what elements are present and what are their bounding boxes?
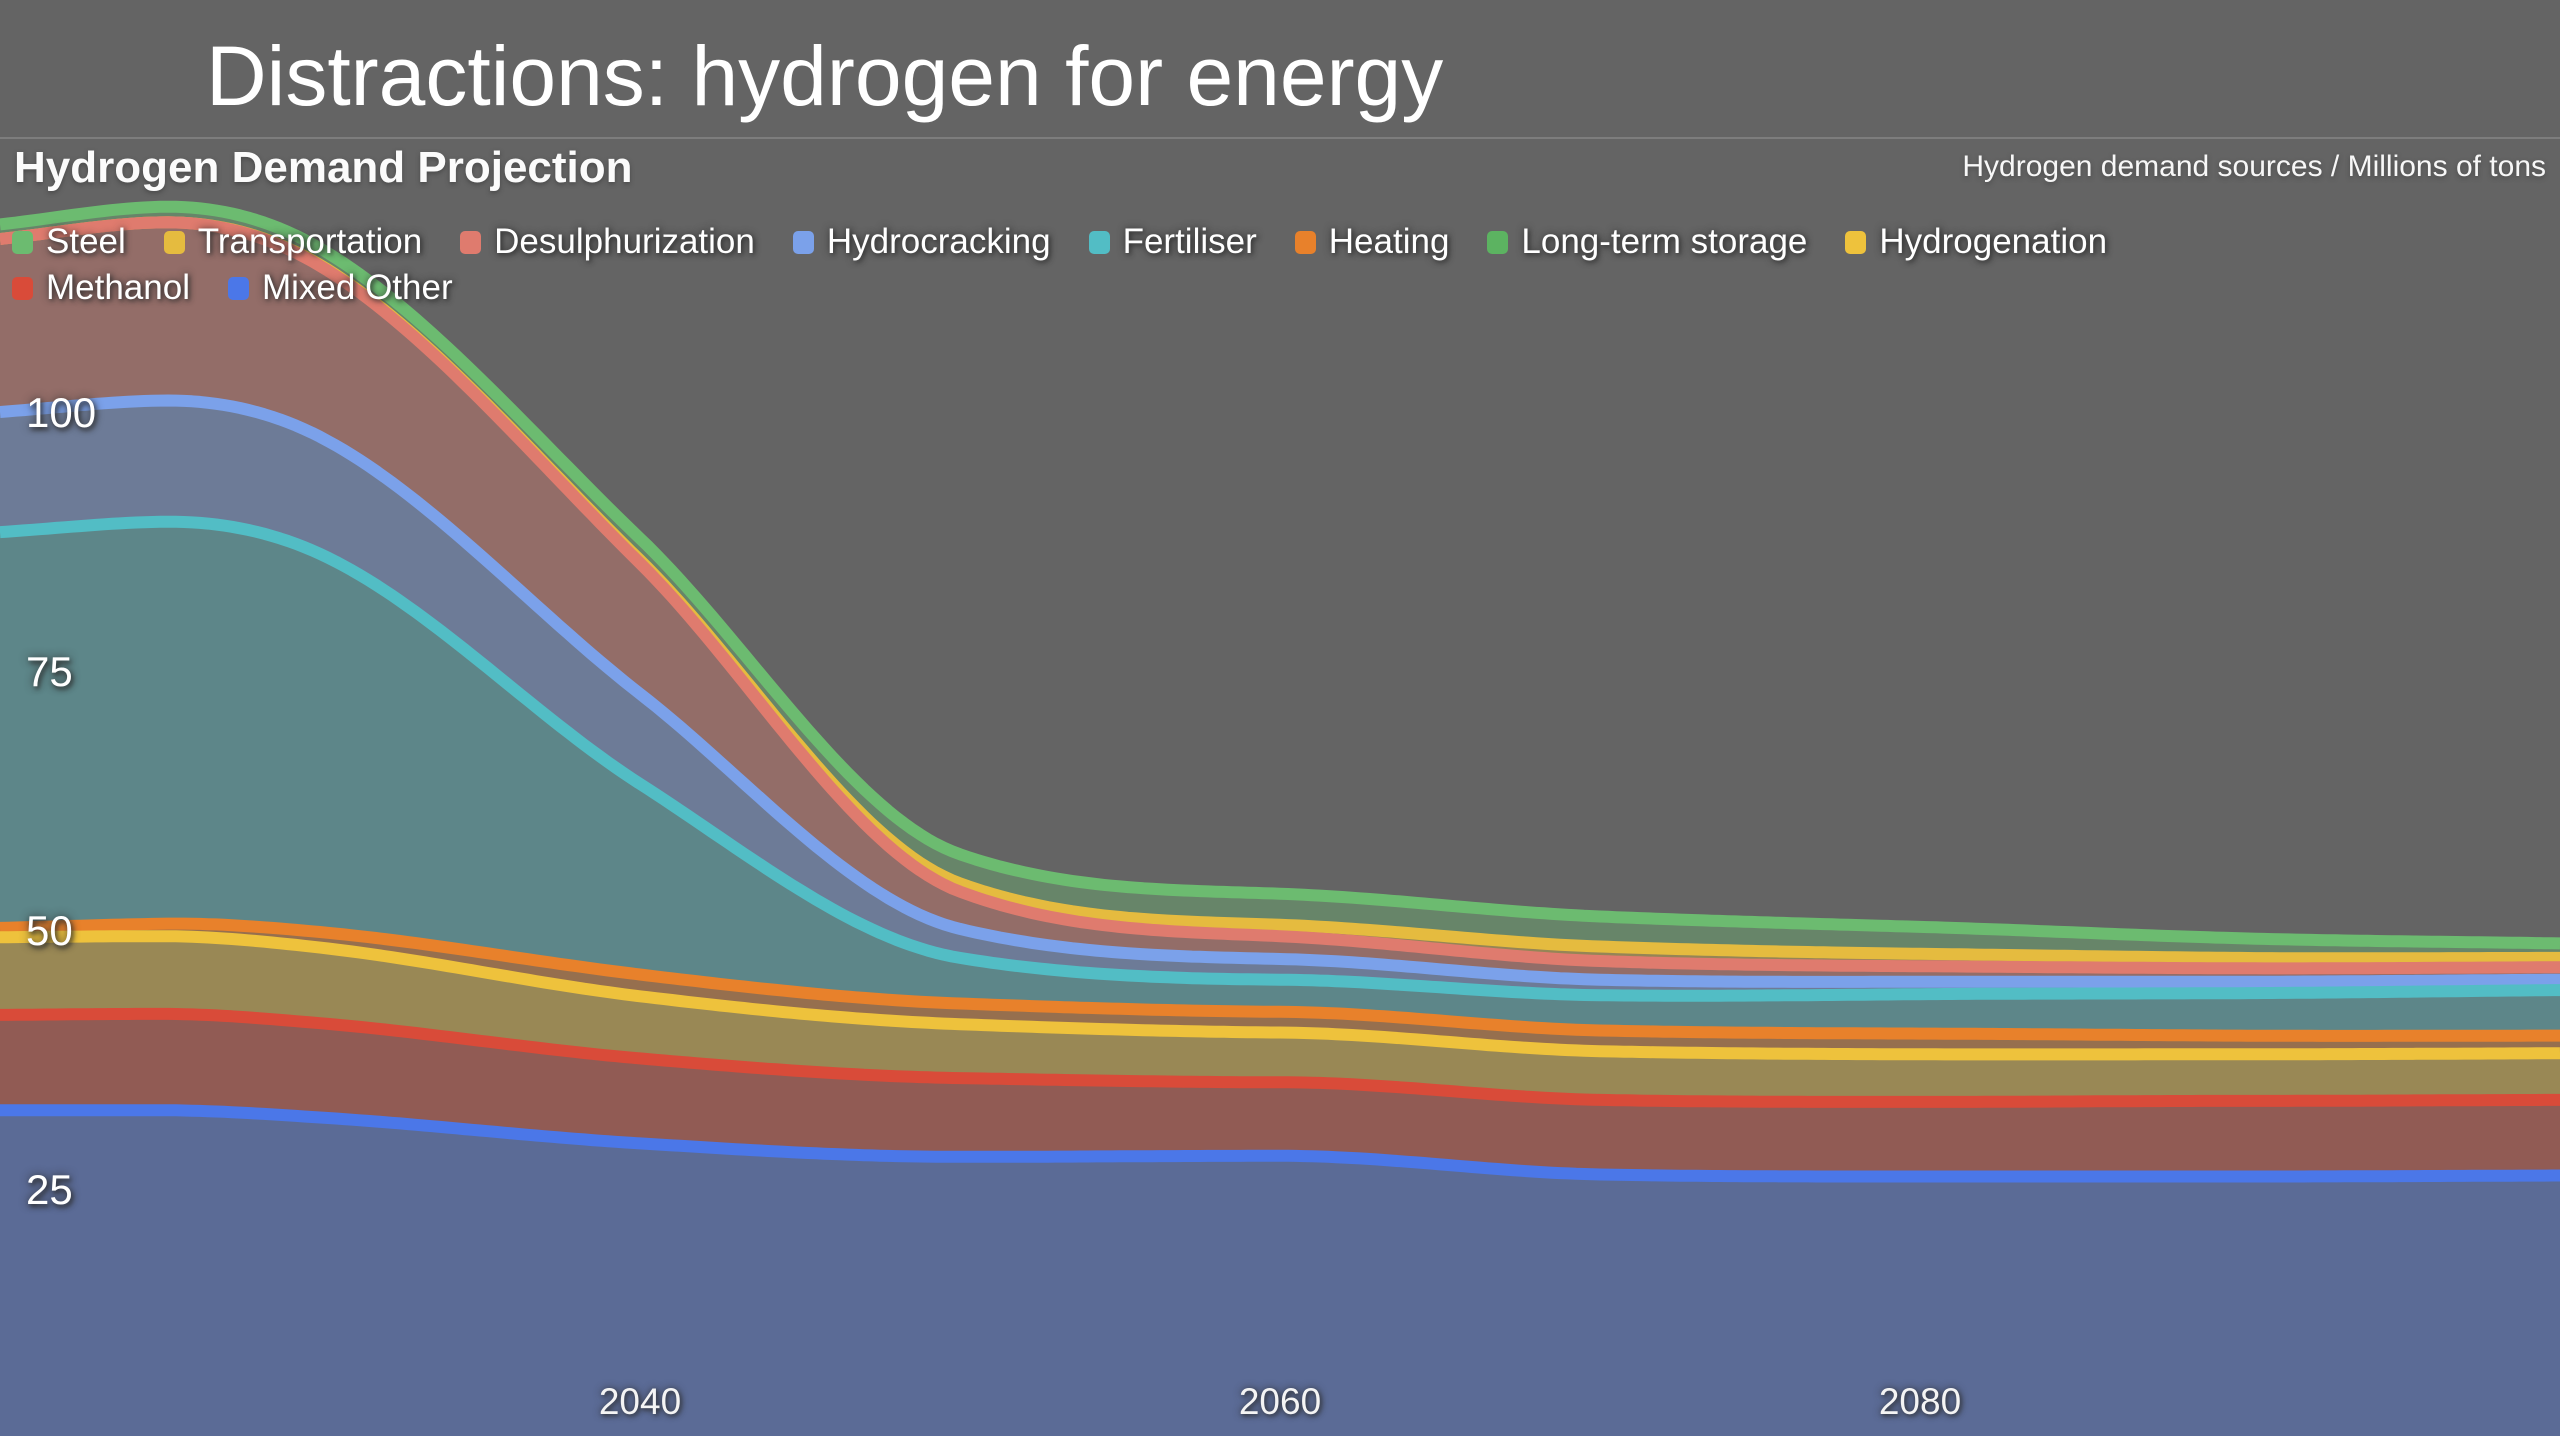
chart-title: Hydrogen Demand Projection [14,143,633,192]
legend-row-2: Methanol Mixed Other [12,268,2107,308]
legend-item-methanol[interactable]: Methanol [12,268,190,308]
legend-item-desulphurization[interactable]: Desulphurization [460,222,755,262]
area-desulphurization [0,222,2560,982]
area-methanol [0,1013,2560,1177]
legend-label-fertiliser: Fertiliser [1122,222,1257,261]
area-mixed_other [0,1110,2560,1436]
legend-item-mixed_other[interactable]: Mixed Other [227,268,453,308]
line-heating [0,917,2560,1042]
legend-swatch-methanol [12,276,33,300]
legend-swatch-desulphurization [460,230,482,254]
legend-label-steel: Steel [46,222,126,261]
legend-swatch-fertiliser [1088,230,1110,254]
legend-label-hydrocracking: Hydrocracking [826,222,1051,261]
legend-swatch-transportation [163,230,185,254]
chart-legend: Steel Transportation Desulphurization Hydro… [12,222,2107,308]
area-hydrocracking [0,400,2560,996]
legend-item-steel[interactable]: Steel [12,222,126,262]
line-hydrocracking [0,394,2560,988]
line-desulphurization [0,216,2560,975]
legend-swatch-hydrogenation [1845,230,1867,254]
legend-item-long_term_storage[interactable]: Long-term storage [1487,222,1807,262]
legend-swatch-hydrocracking [792,230,814,254]
x-axis-tick-2060: 2060 [1238,1381,1322,1422]
line-methanol [0,1007,2560,1108]
slide-title: Distractions: hydrogen for energy [206,29,1444,123]
legend-swatch-heating [1294,230,1316,254]
legend-swatch-steel [12,230,33,254]
legend-label-heating: Heating [1328,222,1450,261]
x-axis-tick-2080: 2080 [1878,1381,1962,1422]
legend-swatch-long_term_storage [1487,230,1509,254]
legend-item-hydrocracking[interactable]: Hydrocracking [792,222,1051,262]
legend-item-fertiliser[interactable]: Fertiliser [1088,222,1257,262]
legend-label-hydrogenation: Hydrogenation [1879,222,2108,261]
legend-item-heating[interactable]: Heating [1294,222,1450,262]
legend-label-transportation: Transportation [197,222,423,261]
legend-swatch-mixed_other [227,276,249,300]
title-bar: Distractions: hydrogen for energy [0,0,2560,139]
legend-label-mixed_other: Mixed Other [261,268,453,307]
y-axis-tick-75: 75 [26,648,73,695]
legend-label-desulphurization: Desulphurization [494,222,755,261]
legend-label-long_term_storage: Long-term storage [1521,222,1808,261]
legend-row-1: Steel Transportation Desulphurization Hydro… [12,222,2107,262]
chart-units-label: Hydrogen demand sources / Millions of to… [1962,150,2546,183]
y-axis-tick-25: 25 [26,1166,73,1213]
legend-item-transportation[interactable]: Transportation [163,222,423,262]
legend-item-hydrogenation[interactable]: Hydrogenation [1845,222,2107,262]
y-axis-tick-50: 50 [26,907,73,954]
line-steel [0,200,2560,950]
y-axis-tick-100: 100 [26,389,97,436]
x-axis-tick-2040: 2040 [598,1381,682,1422]
area-hydrogenation [0,936,2560,1102]
line-mixed_other [0,1104,2560,1183]
area-fertiliser [0,521,2560,1036]
legend-label-methanol: Methanol [46,268,190,307]
line-hydrogenation [0,930,2560,1061]
line-fertiliser [0,515,2560,1002]
